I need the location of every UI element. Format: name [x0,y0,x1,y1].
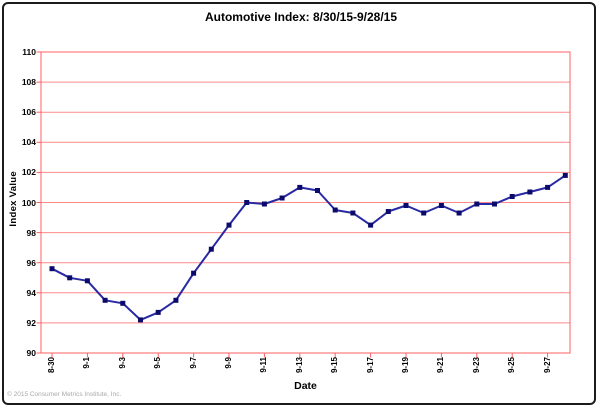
copyright-text: © 2015 Consumer Metrics Institute, Inc. [7,391,122,398]
data-point [49,266,55,272]
data-point [456,210,462,216]
data-point [102,297,108,303]
data-point [279,195,285,201]
y-axis-tick-label: 102 [21,167,36,178]
y-axis-tick-label: 104 [21,137,36,148]
x-axis-tick-label: 9-15 [330,357,340,374]
data-point [474,201,480,207]
data-point [421,210,427,216]
data-line [51,174,566,321]
data-point [84,278,90,284]
data-point [191,270,197,276]
y-axis-tick-label: 90 [26,348,36,358]
data-point [120,300,126,306]
y-axis-tick-label: 94 [26,287,36,298]
x-axis-tick-label: 9-25 [507,357,517,374]
y-axis-tick-label: 92 [26,317,36,328]
y-axis-tick-label: 98 [26,227,36,238]
x-axis-tick-label: 9-1 [82,357,92,369]
x-axis-tick-label: 9-11 [259,357,269,373]
data-point [545,184,551,190]
data-point [527,189,533,195]
data-point [67,275,73,281]
x-axis-tick-label: 9-13 [294,357,304,374]
x-axis-tick-label: 9-5 [153,357,163,369]
x-axis-tick-label: 9-3 [117,357,127,369]
data-point [509,194,515,199]
data-point [315,188,320,193]
data-point [138,317,143,323]
data-point [332,207,338,213]
x-axis-tick-label: 9-23 [471,357,481,374]
x-axis-tick-label: 9-27 [542,357,552,374]
data-point [492,201,497,207]
x-axis-tick-label: 8-30 [47,357,56,374]
data-point [208,246,214,252]
x-axis-tick-label: 9-9 [224,357,233,369]
data-point [438,203,444,208]
y-axis-tick-label: 106 [21,107,36,118]
data-point [261,201,267,207]
data-point [173,297,179,303]
data-point [562,172,568,178]
y-axis-tick-label: 96 [26,257,36,268]
y-axis-tick-label: 110 [22,47,36,57]
y-axis-tick-label: 108 [21,77,36,88]
x-axis-tick-label: 9-7 [188,357,198,369]
data-point [403,203,409,208]
x-axis-tick-label: 9-17 [365,357,375,374]
x-axis-title: Date [294,380,317,392]
data-point [297,184,303,190]
data-point [226,222,232,228]
data-point [368,222,374,228]
x-axis-tick-label: 9-21 [436,357,446,374]
y-axis-tick-label: 100 [21,197,36,208]
plot-border [40,51,571,354]
data-point [350,210,356,216]
data-point [155,309,161,315]
chart-title: Automotive Index: 8/30/15-9/28/15 [204,10,398,24]
chart-border-frame [2,2,596,405]
data-point [385,209,391,214]
x-axis-tick-label: 9-19 [401,357,410,374]
data-point [244,200,250,205]
